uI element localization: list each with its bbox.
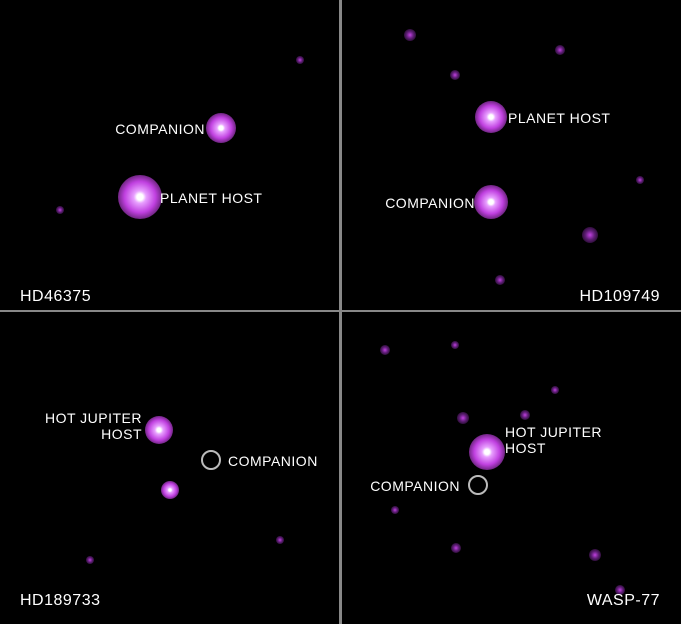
system-label-wasp77: WASP-77	[587, 592, 660, 610]
horizontal-divider	[0, 310, 681, 312]
system-label-hd109749: HD109749	[580, 288, 661, 306]
system-label-hd46375: HD46375	[20, 288, 91, 306]
faint-star	[495, 275, 505, 285]
faint-star	[56, 206, 64, 214]
vertical-divider	[339, 0, 342, 624]
faint-star	[520, 410, 530, 420]
faint-star	[450, 70, 460, 80]
hd46375-label-0: COMPANION	[115, 121, 205, 137]
hd189733-label-0: HOT JUPITER	[45, 410, 142, 426]
wasp77-label-0: HOT JUPITER	[505, 424, 602, 440]
wasp77-label-2: COMPANION	[370, 478, 460, 494]
companion	[206, 113, 236, 143]
faint-star	[551, 386, 559, 394]
hd189733-label-2: COMPANION	[228, 453, 318, 469]
faint-star	[276, 536, 284, 544]
planet-host	[118, 175, 162, 219]
faint-star	[636, 176, 644, 184]
companion-ring	[468, 475, 488, 495]
faint-star	[380, 345, 390, 355]
hd46375-label-1: PLANET HOST	[160, 190, 263, 206]
hd189733-label-1: HOST	[101, 426, 142, 442]
faint-star	[451, 543, 461, 553]
hot-jupiter-host	[145, 416, 173, 444]
faint-star	[391, 506, 399, 514]
hd109749-label-1: COMPANION	[385, 195, 475, 211]
faint-star	[404, 29, 416, 41]
wasp77-label-1: HOST	[505, 440, 546, 456]
hd109749-label-0: PLANET HOST	[508, 110, 611, 126]
faint-star	[457, 412, 469, 424]
faint-star	[582, 227, 598, 243]
faint-star	[451, 341, 459, 349]
faint-3	[161, 481, 179, 499]
hot-jupiter-host	[469, 434, 505, 470]
faint-star	[589, 549, 601, 561]
faint-star	[296, 56, 304, 64]
system-label-hd189733: HD189733	[20, 592, 101, 610]
faint-star	[86, 556, 94, 564]
faint-star	[555, 45, 565, 55]
astronomy-quad-panel: COMPANION PLANET HOST HD46375 PLANET HOST CO…	[0, 0, 681, 624]
planet-host	[475, 101, 507, 133]
companion-ring	[201, 450, 221, 470]
companion	[474, 185, 508, 219]
